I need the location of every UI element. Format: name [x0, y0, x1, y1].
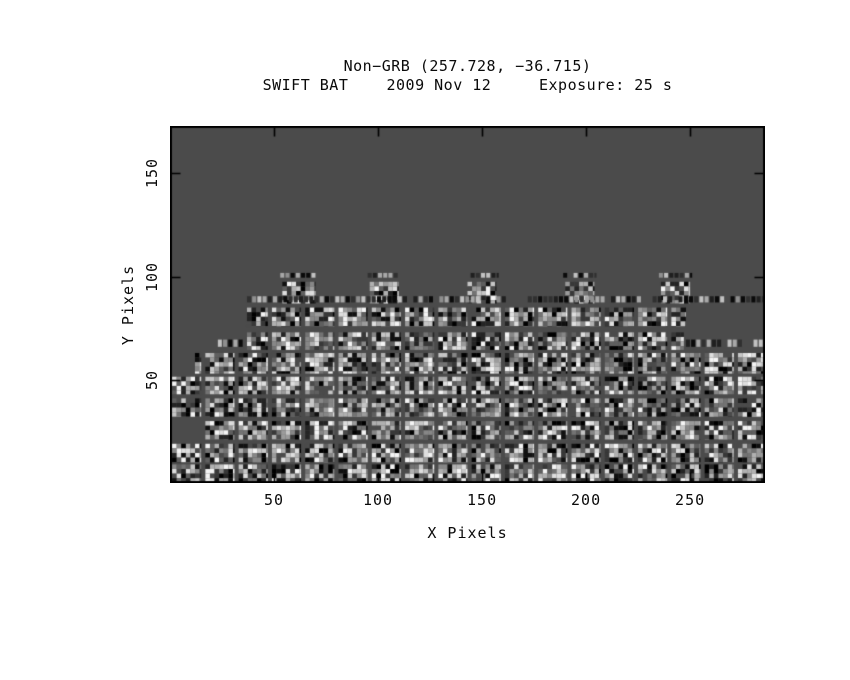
x-tick-label-200: 200 [571, 491, 602, 509]
y-tick-label-50: 50 [143, 369, 161, 390]
x-tick-label-250: 250 [675, 491, 706, 509]
x-axis-label: X Pixels [427, 524, 508, 542]
y-axis-label: Y Pixels [119, 264, 137, 345]
x-tick-label-150: 150 [467, 491, 498, 509]
x-tick-label-50: 50 [263, 491, 285, 509]
x-tick-label-100: 100 [362, 491, 394, 509]
y-tick-label-100: 100 [143, 261, 161, 292]
detector-image-plot [170, 126, 765, 483]
chart-title: Non−GRB (257.728, −36.715) [343, 57, 592, 75]
chart-subtitle: SWIFT BAT 2009 Nov 12 Exposure: 25 s [262, 76, 673, 94]
y-tick-label-150: 150 [143, 158, 161, 189]
